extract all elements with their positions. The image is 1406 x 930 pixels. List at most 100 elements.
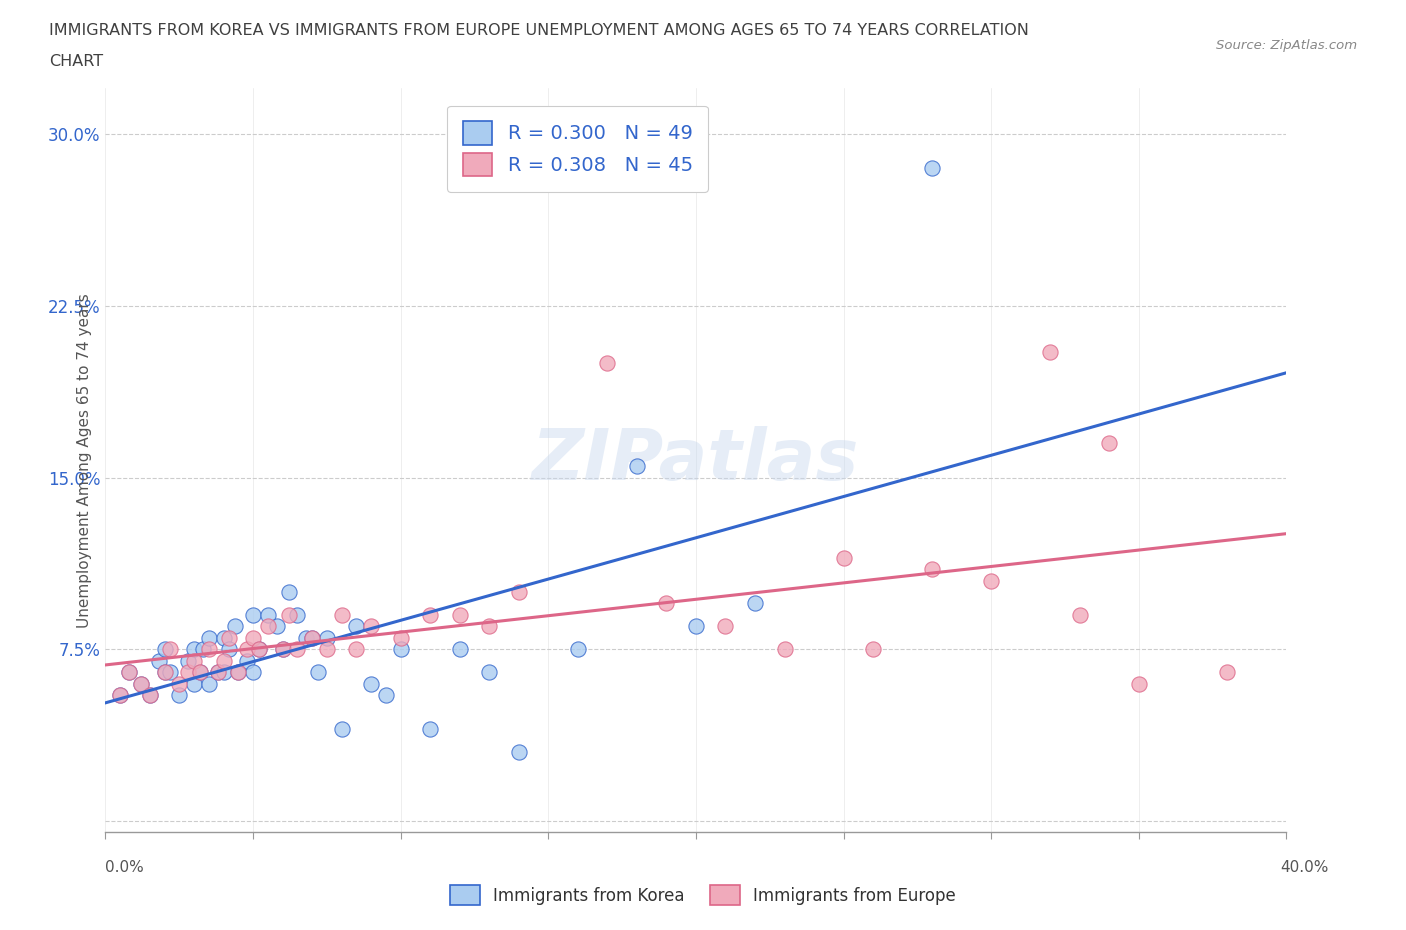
Point [118,665,141,680]
Point [773,642,796,657]
Point [1069,607,1091,622]
Point [236,642,259,657]
Point [478,665,501,680]
Point [197,642,219,657]
Point [242,631,264,645]
Point [626,458,648,473]
Point [218,642,240,657]
Point [862,642,884,657]
Point [449,642,471,657]
Point [212,653,235,668]
Point [183,642,205,657]
Point [129,676,152,691]
Point [330,607,353,622]
Point [271,642,294,657]
Point [277,585,299,600]
Point [207,665,229,680]
Point [228,665,250,680]
Point [301,631,323,645]
Point [169,676,191,691]
Point [685,618,707,633]
Point [389,631,412,645]
Point [508,745,530,760]
Point [169,687,191,702]
Point [266,618,288,633]
Point [247,642,270,657]
Point [224,618,246,633]
Point [153,665,176,680]
Point [183,676,205,691]
Point [257,618,280,633]
Point [374,687,398,702]
Point [832,551,855,565]
Point [360,676,382,691]
Point [247,642,270,657]
Point [228,665,250,680]
Point [596,355,619,370]
Point [218,631,240,645]
Point [138,687,162,702]
Point [191,642,214,657]
Text: ZIPatlas: ZIPatlas [533,426,859,495]
Point [257,607,280,622]
Point [301,631,323,645]
Point [307,665,329,680]
Point [315,642,337,657]
Text: 40.0%: 40.0% [1281,860,1329,875]
Point [508,585,530,600]
Point [346,642,368,657]
Text: Source: ZipAtlas.com: Source: ZipAtlas.com [1216,39,1357,52]
Point [148,653,170,668]
Point [449,607,471,622]
Point [197,676,219,691]
Point [236,653,259,668]
Point [1128,676,1150,691]
Point [271,642,294,657]
Point [183,653,205,668]
Point [980,573,1002,588]
Point [360,618,382,633]
Point [110,687,132,702]
Point [129,676,152,691]
Point [478,618,501,633]
Point [212,631,235,645]
Point [287,642,309,657]
Text: 0.0%: 0.0% [105,860,145,875]
Point [159,642,181,657]
Point [330,722,353,737]
Point [655,596,678,611]
Point [567,642,589,657]
Y-axis label: Unemployment Among Ages 65 to 74 years: Unemployment Among Ages 65 to 74 years [76,293,91,628]
Point [188,665,211,680]
Point [242,607,264,622]
Point [744,596,766,611]
Legend: Immigrants from Korea, Immigrants from Europe: Immigrants from Korea, Immigrants from E… [443,878,963,912]
Point [177,653,200,668]
Point [389,642,412,657]
Point [921,562,943,577]
Point [177,665,200,680]
Point [1098,436,1121,451]
Text: CHART: CHART [49,54,103,69]
Point [118,665,141,680]
Point [242,665,264,680]
Point [346,618,368,633]
Point [153,642,176,657]
Point [277,607,299,622]
Point [315,631,337,645]
Point [138,687,162,702]
Point [714,618,737,633]
Point [159,665,181,680]
Point [419,722,441,737]
Point [1039,344,1062,359]
Point [153,665,176,680]
Point [110,687,132,702]
Point [419,607,441,622]
Legend: R = 0.300   N = 49, R = 0.308   N = 45: R = 0.300 N = 49, R = 0.308 N = 45 [447,105,709,192]
Point [287,607,309,622]
Point [197,631,219,645]
Point [295,631,318,645]
Point [188,665,211,680]
Point [207,665,229,680]
Point [212,665,235,680]
